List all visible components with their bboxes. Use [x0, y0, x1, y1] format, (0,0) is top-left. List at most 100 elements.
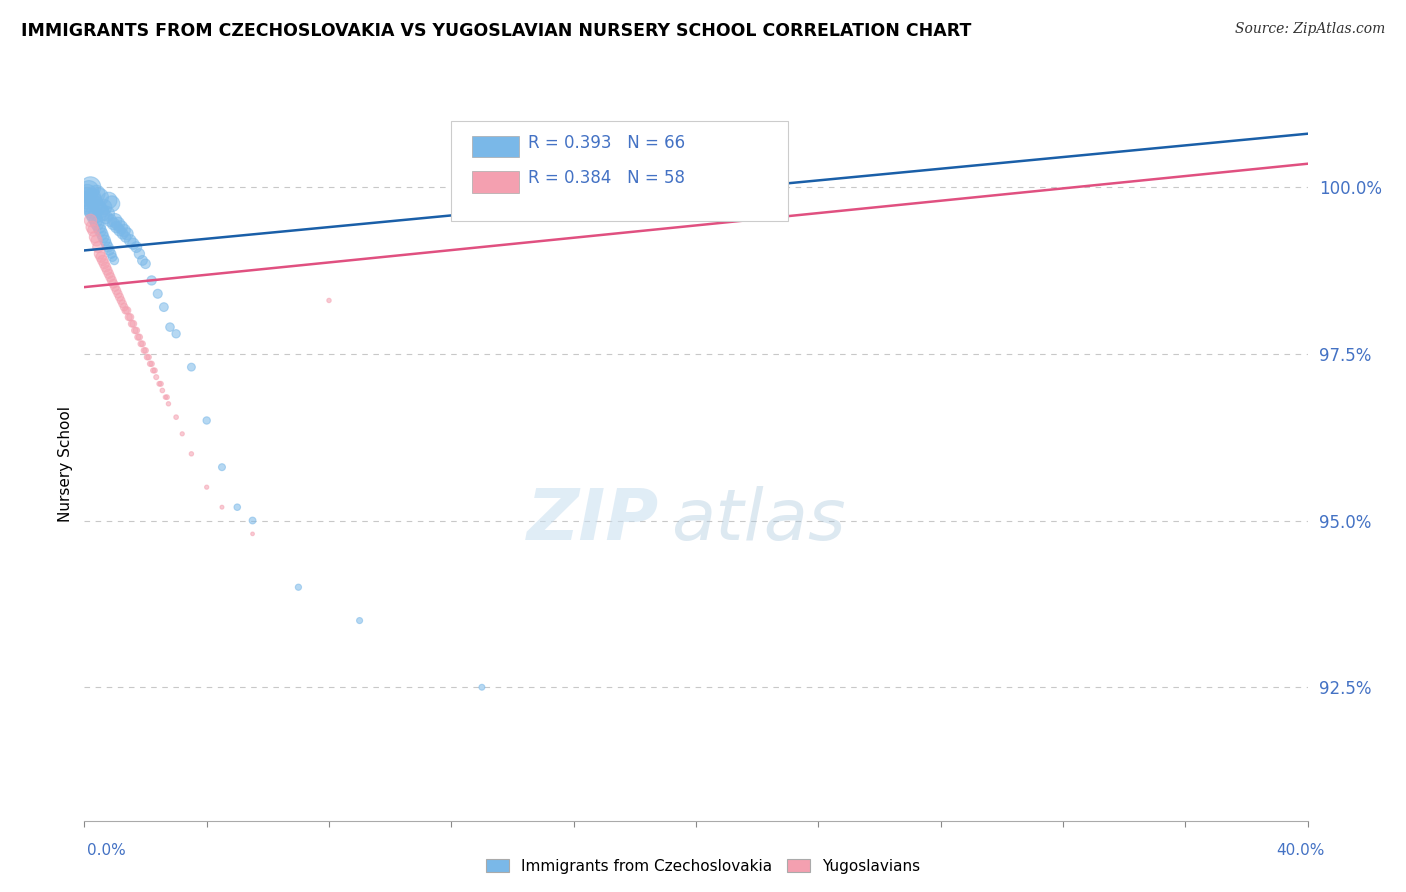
Point	[127, 330, 149, 344]
Point	[80, 190, 103, 204]
Point	[87, 200, 110, 214]
Point	[97, 194, 120, 208]
Point	[148, 376, 170, 391]
Bar	[472, 136, 519, 157]
Point	[91, 253, 114, 268]
Point	[97, 267, 120, 281]
Point	[318, 293, 340, 308]
Point	[89, 223, 111, 237]
Point	[141, 357, 163, 371]
Point	[125, 240, 148, 254]
Point	[87, 240, 110, 254]
Point	[120, 234, 142, 248]
Point	[242, 527, 264, 541]
Point	[101, 250, 124, 264]
Point	[165, 326, 187, 341]
Text: R = 0.393   N = 66: R = 0.393 N = 66	[529, 134, 686, 152]
Point	[114, 230, 136, 244]
Text: ZIP: ZIP	[527, 486, 659, 556]
Point	[96, 263, 118, 277]
Point	[108, 223, 131, 237]
Point	[79, 180, 101, 194]
Text: atlas: atlas	[672, 486, 846, 556]
Point	[153, 300, 176, 314]
Y-axis label: Nursery School: Nursery School	[58, 406, 73, 522]
Point	[242, 514, 264, 528]
Point	[112, 223, 135, 237]
Text: IMMIGRANTS FROM CZECHOSLOVAKIA VS YUGOSLAVIAN NURSERY SCHOOL CORRELATION CHART: IMMIGRANTS FROM CZECHOSLOVAKIA VS YUGOSL…	[21, 22, 972, 40]
Point	[138, 350, 160, 364]
Point	[103, 253, 125, 268]
Point	[128, 246, 150, 260]
Point	[211, 500, 233, 515]
Point	[132, 343, 155, 358]
Point	[115, 303, 138, 318]
Point	[226, 500, 249, 515]
Point	[76, 194, 98, 208]
Point	[84, 213, 107, 227]
Point	[107, 286, 129, 301]
Text: 40.0%: 40.0%	[1277, 843, 1324, 858]
Point	[122, 317, 145, 331]
Point	[131, 253, 153, 268]
Point	[111, 297, 134, 311]
Point	[91, 207, 114, 221]
Point	[111, 227, 134, 241]
Point	[349, 614, 371, 628]
Point	[98, 270, 121, 285]
Point	[82, 207, 104, 221]
Point	[145, 370, 167, 384]
Point	[91, 227, 114, 241]
Point	[287, 580, 309, 594]
Bar	[472, 171, 519, 193]
Point	[96, 236, 118, 251]
Point	[98, 244, 121, 258]
Point	[108, 290, 131, 304]
Text: 0.0%: 0.0%	[87, 843, 127, 858]
Point	[103, 217, 125, 231]
Point	[107, 217, 129, 231]
Point	[195, 413, 218, 427]
Point	[96, 207, 118, 221]
Point	[112, 300, 135, 314]
Point	[155, 390, 177, 404]
Point	[135, 343, 157, 358]
Point	[124, 323, 146, 337]
Point	[104, 280, 127, 294]
Point	[75, 190, 97, 204]
Point	[139, 357, 162, 371]
Point	[114, 303, 136, 318]
Point	[121, 317, 143, 331]
Point	[143, 363, 166, 377]
Point	[146, 286, 169, 301]
Point	[94, 260, 117, 274]
Point	[89, 190, 111, 204]
Point	[118, 310, 141, 325]
Point	[135, 257, 157, 271]
Point	[129, 336, 152, 351]
Point	[94, 234, 117, 248]
Point	[91, 230, 114, 244]
Point	[125, 323, 148, 337]
Point	[76, 186, 98, 201]
Point	[98, 213, 121, 227]
Point	[79, 200, 101, 214]
Point	[87, 220, 110, 235]
Point	[89, 246, 111, 260]
Point	[172, 426, 194, 441]
Point	[84, 230, 107, 244]
Point	[80, 203, 103, 218]
Point	[86, 186, 108, 201]
Point	[100, 246, 122, 260]
Point	[90, 203, 112, 218]
Point	[93, 200, 115, 214]
Point	[79, 213, 101, 227]
Point	[593, 180, 616, 194]
Point	[77, 196, 100, 211]
Point	[110, 220, 132, 235]
Point	[97, 240, 120, 254]
Point	[103, 277, 125, 291]
Point	[86, 217, 108, 231]
Point	[165, 410, 187, 425]
FancyBboxPatch shape	[451, 121, 787, 221]
